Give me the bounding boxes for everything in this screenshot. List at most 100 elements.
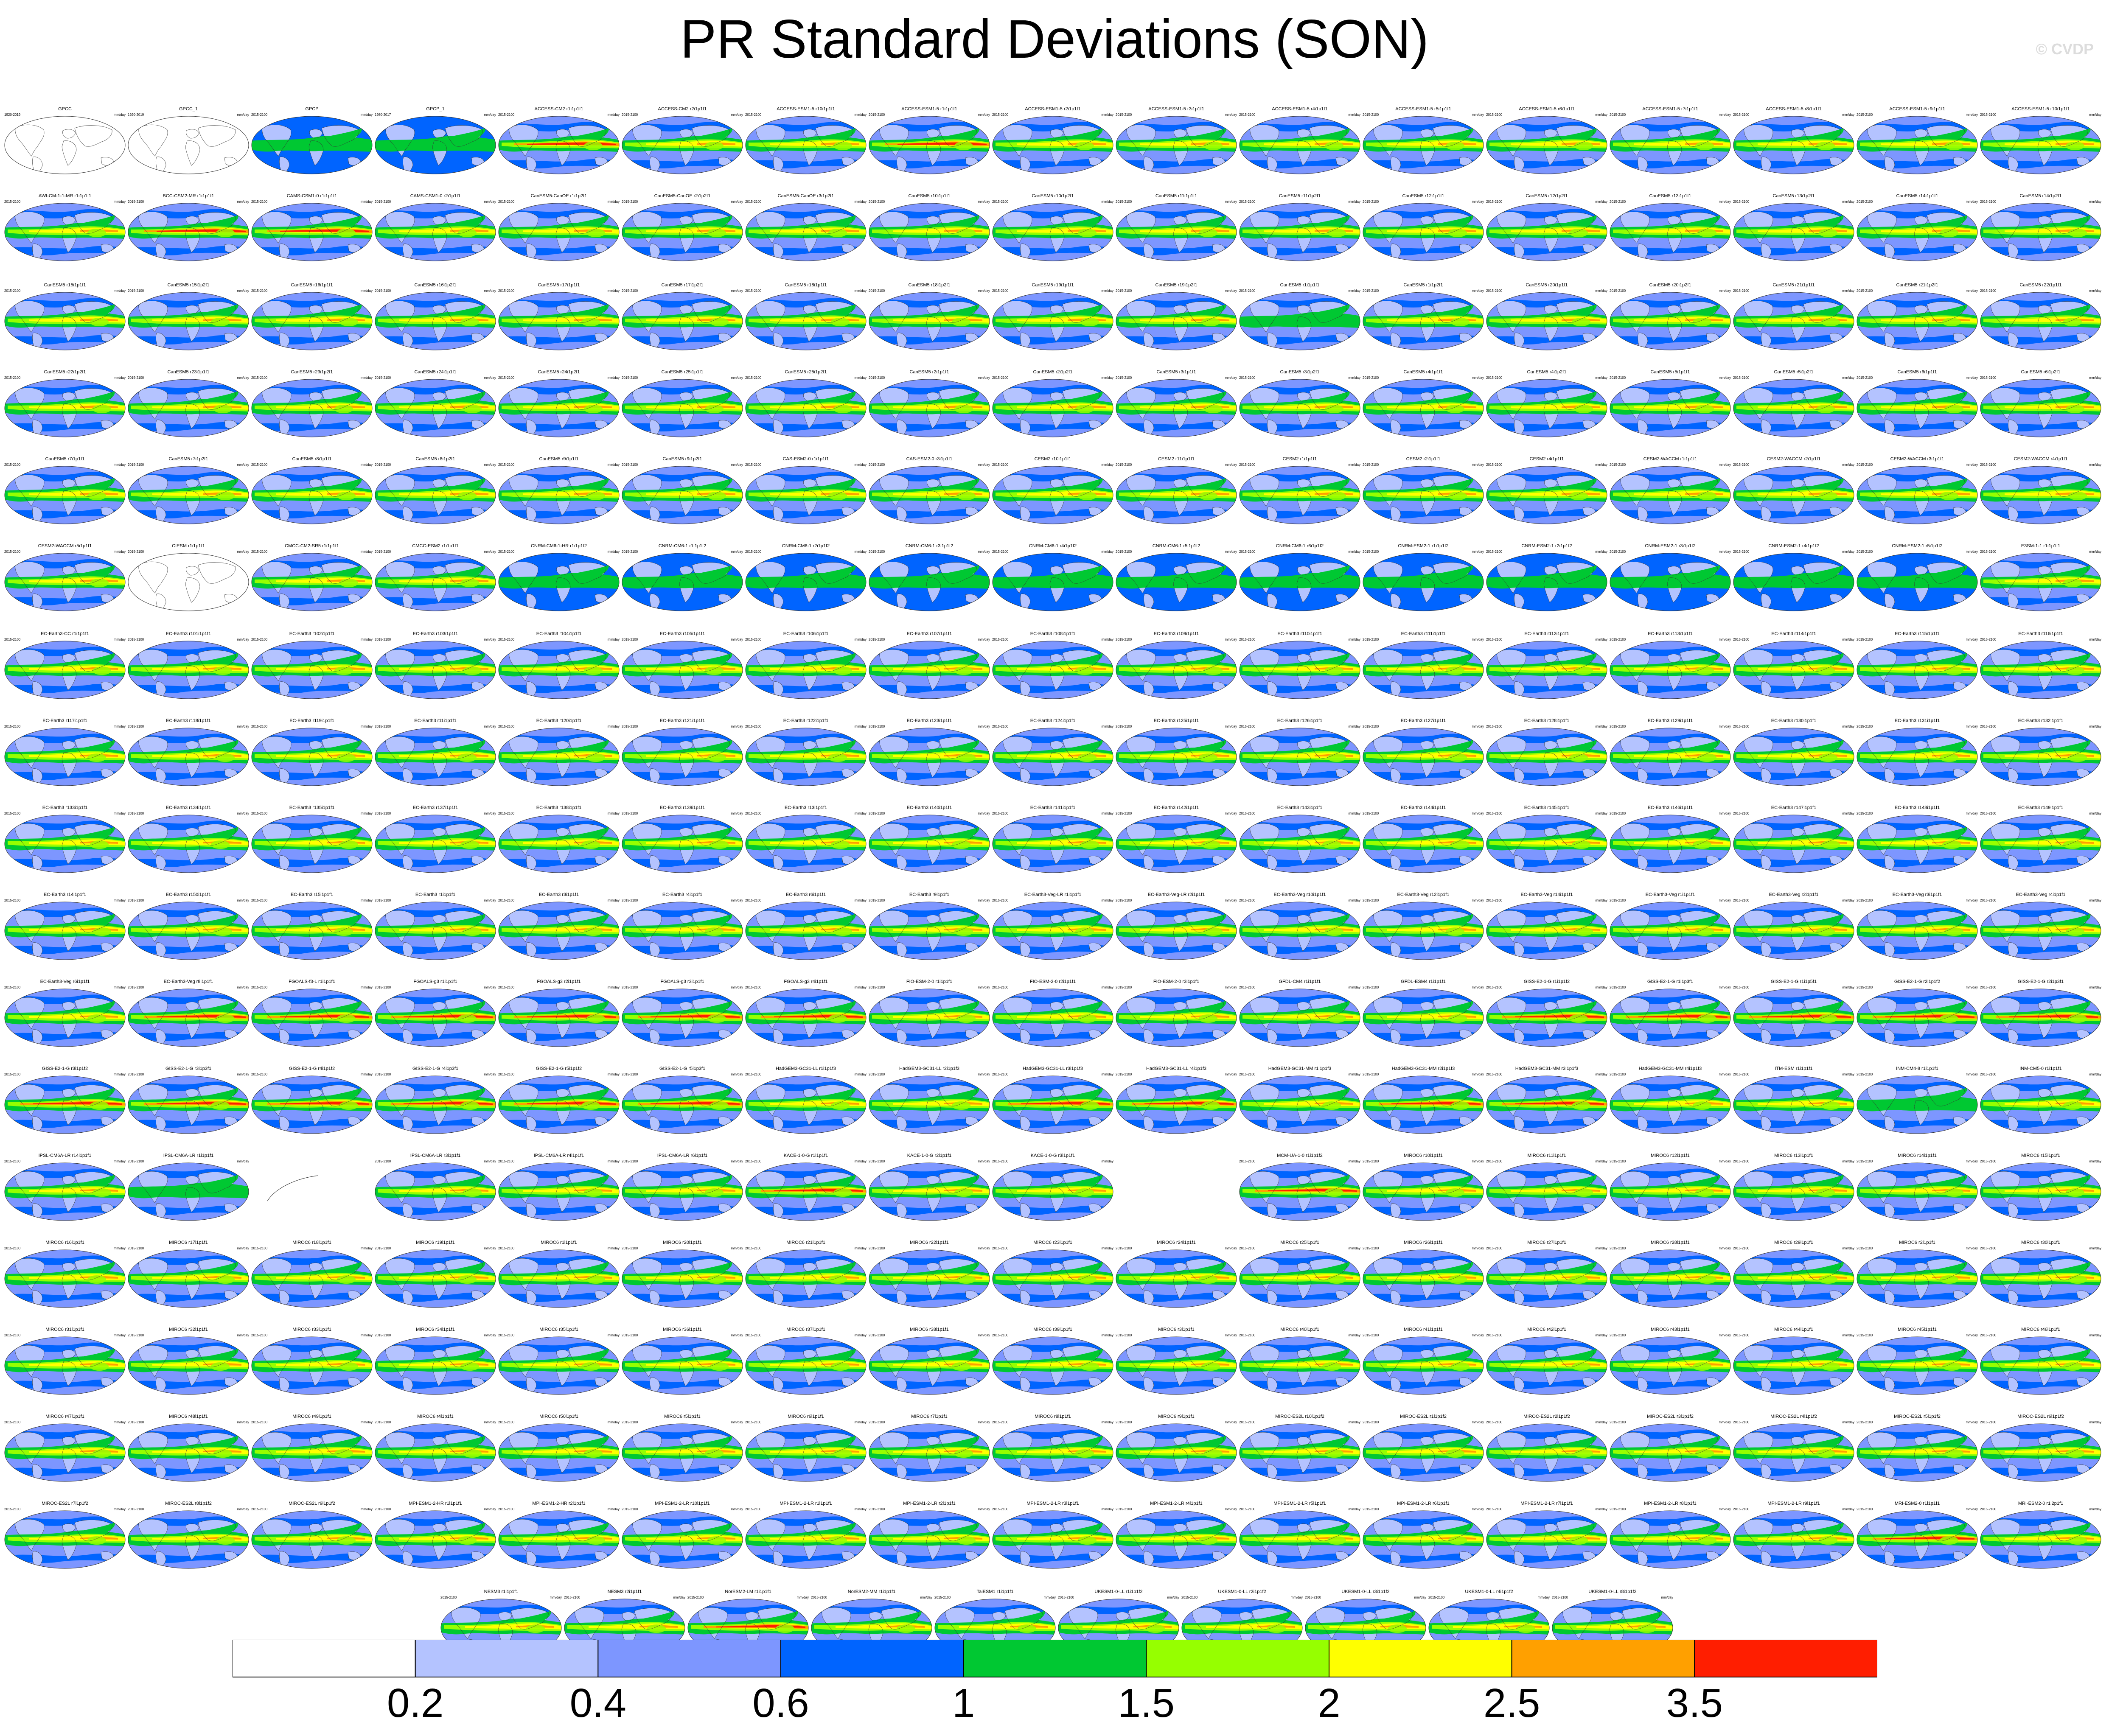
map-panel: EC-Earth3 r117i1p1f1 2015-2100 mm/day	[3, 718, 126, 803]
panel-units: mm/day	[1966, 463, 1978, 467]
panel-years: 2015-2100	[375, 812, 391, 815]
globe-map	[251, 203, 373, 261]
panel-title: MIROC6 r4i1p1f1	[417, 1414, 454, 1419]
panel-units: mm/day	[237, 1246, 249, 1250]
panel-units: mm/day	[1101, 899, 1113, 902]
panel-title: INM-CM5-0 r1i1p1f1	[2019, 1066, 2062, 1071]
globe-map	[1857, 1336, 1978, 1395]
panel-title: FGOALS-g3 r4i1p1f1	[784, 979, 828, 984]
globe-map	[251, 988, 373, 1047]
panel-title: MIROC6 r40i1p1f1	[1280, 1327, 1319, 1332]
map-panel: FIO-ESM-2-0 r1i1p1f1 2015-2100 mm/day	[868, 979, 991, 1064]
panel-title: MIROC6 r21i1p1f1	[786, 1240, 825, 1245]
map-panel: CanESM5 r7i1p1f1 2015-2100 mm/day	[3, 456, 126, 541]
globe-map	[1116, 1336, 1237, 1395]
map-panel: MIROC6 r9i1p1f1 2015-2100 mm/day	[1115, 1414, 1238, 1498]
panel-units: mm/day	[360, 812, 373, 815]
panel-years: 2015-2100	[622, 289, 638, 293]
panel-years: 2015-2100	[622, 725, 638, 728]
map-panel: EC-Earth3-Veg r1i1p1f1 2015-2100 mm/day	[1609, 892, 1732, 977]
panel-years: 2015-2100	[128, 725, 144, 728]
panel-title: MIROC6 r14i1p1f1	[1898, 1153, 1937, 1158]
panel-title: MIROC6 r23i1p1f1	[1033, 1240, 1072, 1245]
panel-units: mm/day	[1043, 1596, 1056, 1599]
map-panel: CanESM5 r25i1p2f1 2015-2100 mm/day	[744, 369, 867, 454]
panel-units: mm/day	[484, 1507, 496, 1511]
map-panel: CAS-ESM2-0 r3i1p1f1 2015-2100 mm/day	[868, 456, 991, 541]
map-panel: MIROC6 r37i1p1f1 2015-2100 mm/day	[744, 1327, 867, 1411]
panel-years: 2015-2100	[1486, 638, 1503, 641]
map-panel: FGOALS-g3 r4i1p1f1 2015-2100 mm/day	[744, 979, 867, 1064]
panel-units: mm/day	[1472, 638, 1484, 641]
globe-map	[375, 1075, 496, 1134]
map-panel: EC-Earth3 r137i1p1f1 2015-2100 mm/day	[374, 805, 497, 890]
globe-map	[1363, 988, 1484, 1047]
globe-map	[869, 641, 990, 699]
panel-title: FIO-ESM-2-0 r2i1p1f1	[1029, 979, 1076, 984]
globe-map	[1857, 1075, 1978, 1134]
panel-years: 2015-2100	[498, 1507, 515, 1511]
map-panel: MIROC6 r30i1p1f1 2015-2100 mm/day	[1979, 1240, 2102, 1324]
panel-years: 2015-2100	[1363, 1159, 1379, 1163]
panel-title: CanESM5 r7i1p2f1	[168, 456, 208, 462]
map-panel: CanESM5 r14i1p1f1 2015-2100 mm/day	[1856, 193, 1979, 278]
panel-years: 2015-2100	[375, 1159, 391, 1163]
map-panel: CMCC-ESM2 r1i1p1f1 2015-2100 mm/day	[374, 543, 497, 628]
panel-units: mm/day	[1472, 899, 1484, 902]
globe-map	[745, 292, 867, 350]
panel-years: 2015-2100	[375, 463, 391, 467]
panel-title: EC-Earth3 r121i1p1f1	[659, 718, 705, 723]
globe-map	[622, 1423, 743, 1482]
panel-units: mm/day	[1225, 725, 1237, 728]
globe-map	[1610, 1162, 1731, 1221]
map-panel: CNRM-ESM2-1 r5i1p1f2 2015-2100 mm/day	[1856, 543, 1979, 628]
panel-units: mm/day	[854, 550, 867, 554]
panel-units: mm/day	[1225, 113, 1237, 117]
panel-units: mm/day	[484, 1246, 496, 1250]
panel-years: 2015-2100	[1857, 1072, 1873, 1076]
panel-title: CESM2 r10i1p1f1	[1034, 456, 1071, 462]
panel-units: mm/day	[1348, 1072, 1360, 1076]
panel-years: 2015-2100	[1239, 113, 1256, 117]
panel-title: CanESM5 r19i1p1f1	[1032, 283, 1074, 288]
map-panel: IPSL-CM6A-LR r4i1p1f1 2015-2100 mm/day	[497, 1153, 620, 1238]
panel-units: mm/day	[550, 1596, 562, 1599]
panel-units: mm/day	[978, 725, 990, 728]
panel-title: EC-Earth3 r123i1p1f1	[906, 718, 952, 723]
map-panel: KACE-1-0-G r2i1p1f1 2015-2100 mm/day	[868, 1153, 991, 1238]
panel-years: 2015-2100	[1239, 1333, 1256, 1337]
map-panel	[1115, 1153, 1238, 1238]
globe-map	[992, 988, 1113, 1047]
panel-title: MRI-ESM2-0 r1i1p1f1	[1894, 1501, 1940, 1506]
panel-units: mm/day	[1472, 986, 1484, 989]
panel-title: EC-Earth3-Veg r10i1p1f1	[1273, 892, 1326, 897]
panel-units: mm/day	[1472, 1246, 1484, 1250]
panel-title: EC-Earth3-Veg-LR r1i1p1f1	[1024, 892, 1082, 897]
globe-map	[992, 203, 1113, 261]
panel-years: 2015-2100	[745, 1072, 762, 1076]
panel-title: MIROC6 r6i1p1f1	[788, 1414, 824, 1419]
panel-title: ACCESS-ESM1-5 r4i1p1f1	[1272, 106, 1328, 112]
map-panel: EC-Earth3-Veg r3i1p1f1 2015-2100 mm/day	[1856, 892, 1979, 977]
map-panel: CanESM5 r2i1p1f1 2015-2100 mm/day	[868, 369, 991, 454]
panel-years: 2015-2100	[992, 289, 1009, 293]
panel-title: EC-Earth3 r130i1p1f1	[1771, 718, 1817, 723]
panel-years: 2015-2100	[251, 638, 268, 641]
panel-units: mm/day	[1225, 463, 1237, 467]
map-panel: ACCESS-ESM1-5 r1i1p1f1 2015-2100 mm/day	[868, 106, 991, 191]
panel-title: MPI-ESM1-2-LR r6i1p1f1	[1397, 1501, 1450, 1506]
map-panel: EC-Earth3 r145i1p1f1 2015-2100 mm/day	[1485, 805, 1608, 890]
globe-map	[1363, 203, 1484, 261]
panel-years: 2015-2100	[1980, 1420, 1997, 1424]
panel-title: EC-Earth3-Veg r8i1p1f1	[163, 979, 213, 984]
map-panel: MIROC6 r22i1p1f1 2015-2100 mm/day	[868, 1240, 991, 1324]
panel-years: 2015-2100	[1239, 899, 1256, 902]
globe-map	[992, 1336, 1113, 1395]
panel-years: 2015-2100	[622, 899, 638, 902]
panel-units: mm/day	[978, 113, 990, 117]
panel-years: 2015-2100	[1610, 986, 1626, 989]
panel-title: KACE-1-0-G r2i1p1f1	[907, 1153, 952, 1158]
panel-years: 2015-2100	[1610, 200, 1626, 204]
panel-title: EC-Earth3 r113i1p1f1	[1648, 631, 1693, 636]
map-panel: MPI-ESM1-2-LR r9i1p1f1 2015-2100 mm/day	[1732, 1501, 1855, 1585]
